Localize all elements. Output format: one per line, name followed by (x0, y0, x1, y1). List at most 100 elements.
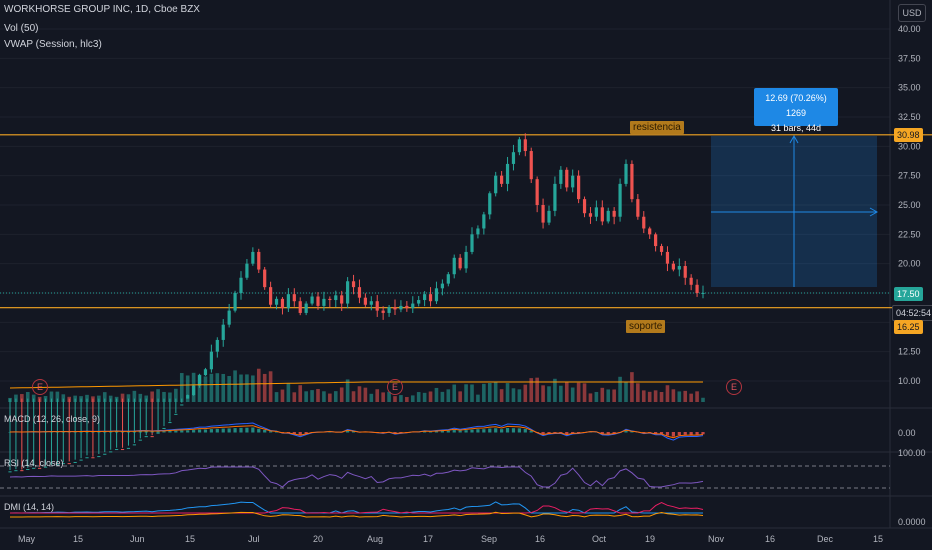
candle-body (263, 269, 267, 288)
volume-bar (73, 395, 77, 402)
vwap-indicator-label[interactable]: VWAP (Session, hlc3) (4, 39, 102, 50)
candle-body (648, 228, 652, 235)
rsi-pane-label[interactable]: RSI (14, close) (4, 458, 64, 468)
candle-body (600, 207, 604, 222)
macd-pane-label[interactable]: MACD (12, 26, close, 9) (4, 414, 101, 424)
macd-histogram-bar (269, 431, 273, 433)
candle-body (488, 193, 492, 215)
candle-body (529, 151, 533, 180)
volume-bar (8, 397, 12, 402)
earnings-marker[interactable]: E (387, 379, 403, 395)
volume-bar (499, 389, 504, 402)
macd-histogram-bar (393, 432, 397, 434)
dmi-pane-label[interactable]: DMI (14, 14) (4, 502, 55, 512)
earnings-marker[interactable]: E (726, 379, 742, 395)
macd-histogram-bar (500, 429, 504, 433)
candle-body (316, 296, 320, 306)
candle-body (55, 464, 59, 466)
volume-bar (251, 375, 255, 402)
resistance-note[interactable]: resistencia (630, 121, 684, 134)
macd-histogram-bar (251, 427, 255, 433)
volume-bar (120, 393, 125, 402)
candle-body (446, 274, 450, 284)
y-tick-label: 35.00 (898, 83, 921, 93)
candle-body (405, 305, 409, 309)
macd-histogram-bar (511, 428, 516, 433)
candle-body (624, 163, 628, 184)
volume-bar (144, 395, 149, 402)
volume-bar (416, 392, 421, 402)
volume-bar (351, 391, 356, 402)
volume-bar (233, 370, 237, 402)
macd-histogram-bar (168, 430, 172, 433)
candle-body (458, 257, 462, 269)
dmi-axis-label: 0.0000 (898, 517, 926, 527)
volume-bar (363, 387, 368, 402)
macd-histogram-bar (654, 432, 658, 434)
candle-body (571, 175, 575, 188)
candle-body (423, 294, 427, 301)
macd-histogram-bar (215, 428, 219, 433)
candle-body (523, 139, 527, 152)
candle-body (387, 307, 391, 313)
candle-body (393, 307, 397, 310)
candle-body (227, 310, 231, 325)
x-tick-label: Aug (367, 534, 383, 544)
candle-body (535, 179, 539, 205)
support-price-tag: 16.25 (894, 320, 923, 334)
candle-body (559, 169, 563, 184)
x-tick-label: 15 (73, 534, 83, 544)
macd-histogram-bar (192, 430, 196, 433)
x-tick-label: May (18, 534, 36, 544)
volume-bar (547, 386, 551, 402)
y-tick-label: 12.50 (898, 347, 921, 357)
candle-body (32, 467, 36, 469)
volume-bar (339, 387, 344, 402)
candle-body (612, 210, 616, 217)
candle-body (547, 210, 551, 223)
volume-bar (322, 391, 326, 402)
volume-indicator-label[interactable]: Vol (50) (4, 23, 39, 34)
candle-body (659, 246, 664, 252)
volume-bar (647, 391, 652, 402)
candle-body (517, 139, 521, 153)
volume-bar (156, 389, 160, 402)
candle-body (209, 351, 213, 370)
macd-histogram-bar (274, 431, 279, 433)
earnings-marker[interactable]: E (32, 379, 48, 395)
volume-bar (168, 392, 172, 402)
candle-body (482, 214, 486, 229)
volume-bar (677, 391, 682, 402)
candle-body (14, 470, 18, 472)
dmi-minus-line (10, 501, 704, 514)
dmi-adx-line (9, 511, 704, 518)
candle-body (695, 284, 699, 293)
candle-body (369, 301, 373, 305)
volume-bar (683, 390, 688, 402)
support-note[interactable]: soporte (626, 320, 666, 333)
candle-body (618, 183, 622, 217)
macd-histogram-bar (464, 430, 468, 433)
candle-body (245, 263, 249, 278)
volume-bar (493, 382, 498, 402)
macd-histogram-bar (91, 431, 95, 433)
currency-button[interactable]: USD (898, 4, 926, 22)
candle-body (411, 303, 415, 309)
volume-bar (464, 384, 468, 402)
volume-bar (641, 390, 646, 402)
candle-body (683, 266, 687, 278)
macd-histogram-bar (458, 430, 462, 433)
macd-histogram-bar (174, 430, 178, 433)
volume-bar (381, 392, 385, 402)
macd-histogram-bar (452, 430, 456, 433)
volume-bar (310, 390, 314, 402)
macd-histogram-bar (328, 431, 332, 433)
macd-histogram-bar (428, 431, 433, 433)
candle-body (636, 199, 640, 217)
volume-bar (239, 374, 243, 402)
candle-body (8, 471, 12, 473)
y-tick-label: 22.50 (898, 229, 921, 239)
volume-bar (689, 393, 693, 402)
volume-bar (470, 384, 474, 402)
